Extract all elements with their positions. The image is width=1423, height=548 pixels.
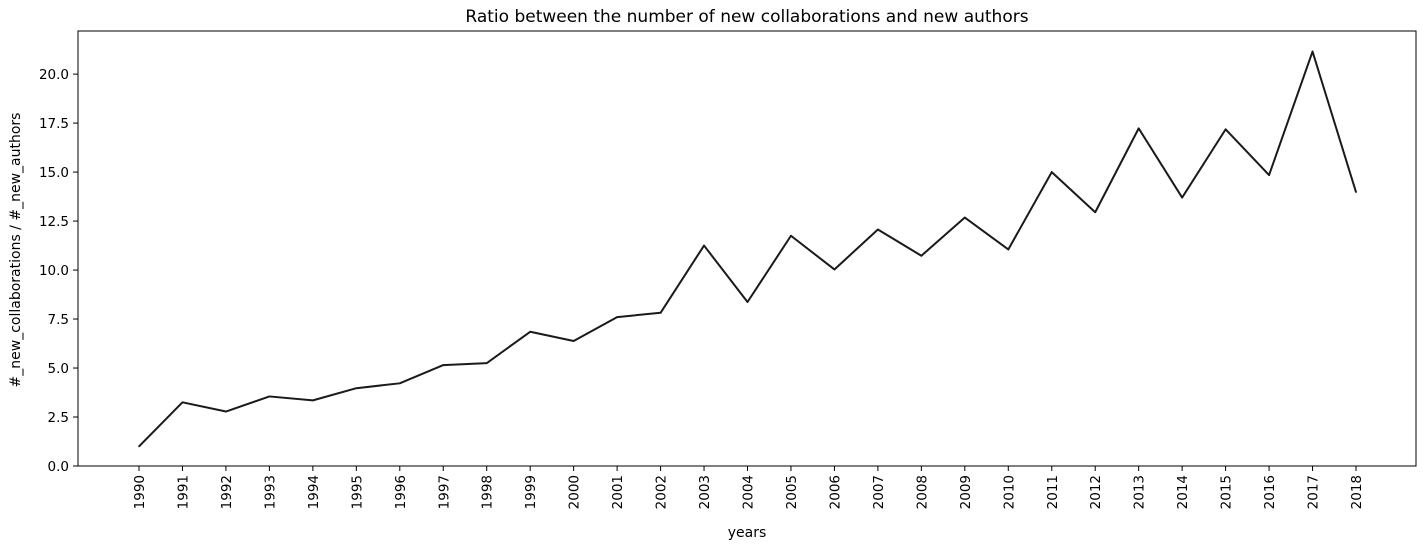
data-point-1999 <box>529 330 531 333</box>
data-point-1995 <box>355 387 358 390</box>
data-point-1997 <box>442 364 445 366</box>
x-tick-label: 2001 <box>610 475 626 509</box>
data-point-2015 <box>1224 128 1227 131</box>
x-tick-label: 2014 <box>1175 475 1191 509</box>
data-point-2008 <box>920 254 923 257</box>
chart-title: Ratio between the number of new collabor… <box>465 7 1028 27</box>
x-tick-label: 2017 <box>1306 475 1322 509</box>
x-tick-label: 2018 <box>1349 475 1365 509</box>
data-point-1993 <box>268 395 271 398</box>
data-point-1994 <box>312 399 314 402</box>
data-point-2016 <box>1268 174 1270 176</box>
x-tick-label: 2012 <box>1088 475 1104 509</box>
x-tick-label: 1994 <box>306 475 322 509</box>
x-tick-label: 2011 <box>1045 475 1061 509</box>
series-line-ratio <box>138 50 1357 448</box>
data-point-2010 <box>1007 248 1010 251</box>
x-tick-label: 1997 <box>436 475 452 509</box>
x-tick-label: 2004 <box>741 475 757 509</box>
x-tick-label: 2006 <box>827 475 843 509</box>
data-point-1992 <box>225 410 227 413</box>
data-point-2004 <box>746 301 749 303</box>
y-axis-label: #_new_collaborations / #_new_authors <box>8 113 24 388</box>
x-tick-label: 1999 <box>523 475 539 509</box>
x-tick-label: 2008 <box>914 475 930 509</box>
x-tick-label: 2003 <box>697 475 713 509</box>
x-axis-label: years <box>728 525 767 541</box>
x-tick-label: 2013 <box>1132 475 1148 509</box>
data-point-2013 <box>1137 127 1140 130</box>
x-tick-label: 2015 <box>1219 475 1235 509</box>
data-point-2002 <box>659 311 662 314</box>
x-tick-label: 2009 <box>958 475 974 509</box>
y-tick-label: 2.5 <box>48 410 69 426</box>
x-tick-label: 1991 <box>175 475 191 509</box>
data-point-2014 <box>1181 196 1183 199</box>
plot-area-frame <box>77 30 1417 467</box>
data-point-2018 <box>1355 191 1357 193</box>
y-tick-label: 15.0 <box>39 165 69 181</box>
x-tick-label: 1990 <box>132 475 148 509</box>
x-tick-label: 1993 <box>262 475 278 509</box>
y-tick-label: 20.0 <box>39 67 69 83</box>
x-tick-label: 1995 <box>349 475 365 509</box>
data-point-1990 <box>138 445 140 448</box>
data-point-2011 <box>1050 171 1053 173</box>
data-point-2007 <box>877 228 879 231</box>
y-tick-label: 7.5 <box>48 312 69 328</box>
x-tick-label: 2016 <box>1262 475 1278 509</box>
x-tick-label: 2007 <box>871 475 887 509</box>
y-tick-label: 0.0 <box>48 459 69 475</box>
x-tick-label: 2010 <box>1001 475 1017 509</box>
data-point-1991 <box>181 401 184 404</box>
x-tick-label: 1996 <box>393 475 409 509</box>
y-axis: 0.0 2.5 5.0 7.5 10.0 12.5 15.0 17.5 20.0 <box>39 67 78 475</box>
data-point-2012 <box>1094 211 1097 214</box>
data-point-2017 <box>1311 50 1314 53</box>
data-point-2003 <box>703 244 705 247</box>
data-point-1998 <box>485 362 488 364</box>
y-tick-label: 10.0 <box>39 263 69 279</box>
x-tick-label: 2002 <box>654 475 670 509</box>
data-point-1996 <box>398 382 401 385</box>
data-point-2001 <box>616 316 618 318</box>
x-tick-label: 2005 <box>784 475 800 509</box>
x-tick-label: 2000 <box>567 475 583 509</box>
data-point-2000 <box>572 340 575 342</box>
series-layer <box>138 50 1357 448</box>
x-tick-label: 1992 <box>219 475 235 509</box>
x-tick-label: 1998 <box>480 475 496 509</box>
y-tick-label: 17.5 <box>39 116 69 132</box>
y-tick-label: 5.0 <box>48 361 69 377</box>
y-tick-label: 12.5 <box>39 214 69 230</box>
data-point-2009 <box>964 216 966 219</box>
data-point-2005 <box>790 234 792 237</box>
data-point-2006 <box>833 268 836 271</box>
x-axis: 1990 1991 1992 1993 1994 1995 1996 1997 1998 1999… <box>132 466 1365 509</box>
